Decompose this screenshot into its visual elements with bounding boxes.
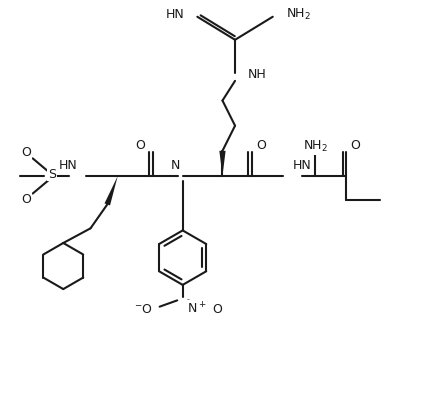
Text: HN: HN	[293, 159, 311, 172]
Text: O: O	[212, 303, 222, 316]
Text: O: O	[256, 139, 266, 152]
Text: NH$_2$: NH$_2$	[303, 139, 328, 154]
Text: O: O	[21, 146, 31, 158]
Polygon shape	[219, 151, 226, 176]
Text: $^{-}$O: $^{-}$O	[134, 303, 153, 316]
Text: O: O	[135, 139, 145, 152]
Text: NH: NH	[248, 68, 266, 81]
Text: HN: HN	[166, 8, 185, 21]
Text: O: O	[350, 139, 360, 152]
Text: N$^+$: N$^+$	[187, 301, 206, 316]
Text: S: S	[48, 168, 56, 181]
Text: O: O	[21, 193, 31, 206]
Polygon shape	[104, 176, 118, 205]
Text: NH$_2$: NH$_2$	[286, 7, 311, 22]
Text: HN: HN	[59, 159, 77, 172]
Text: N: N	[171, 159, 180, 172]
